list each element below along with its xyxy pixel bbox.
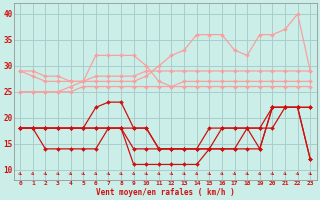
X-axis label: Vent moyen/en rafales ( km/h ): Vent moyen/en rafales ( km/h ) <box>96 188 235 197</box>
